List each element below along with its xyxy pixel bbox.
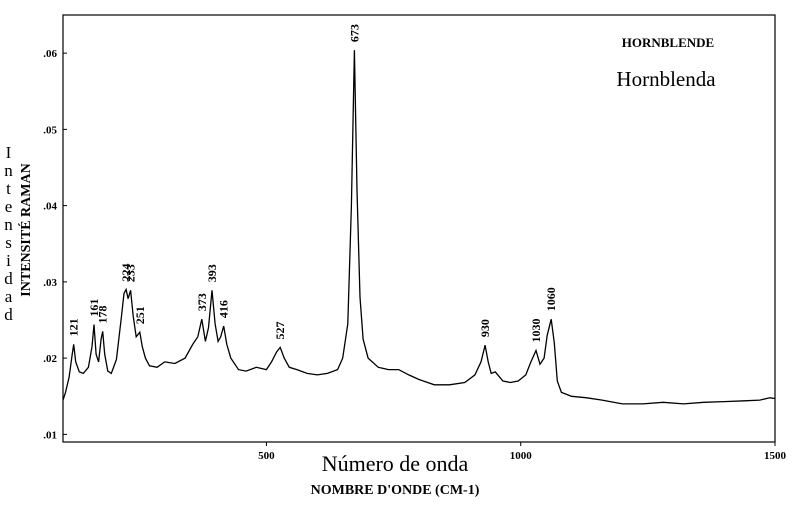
peak-label: 224: [119, 264, 133, 282]
peak-label: 161: [87, 299, 101, 317]
spectrum-line: [62, 50, 776, 405]
peak-label: 233: [124, 264, 138, 282]
y-tick-label: .06: [43, 48, 57, 60]
peak-label: 527: [273, 321, 287, 339]
y-tick-label: .05: [43, 124, 57, 136]
peak-label: 416: [217, 300, 231, 318]
chart-title: HORNBLENDE: [622, 35, 714, 50]
y-axis-label-2: Intensidad: [0, 143, 18, 323]
peak-label: 251: [133, 306, 147, 324]
y-tick-label: .02: [43, 353, 57, 365]
peak-label: 673: [347, 24, 361, 42]
y-axis-label: INTENSITÉ RAMAN: [17, 163, 34, 296]
y-tick-label: .01: [43, 429, 57, 441]
peak-label: 393: [205, 264, 219, 282]
peak-label: 178: [96, 305, 110, 323]
x-axis-label: Número de onda: [322, 451, 469, 476]
plot-frame: [62, 14, 776, 443]
y-tick-label: .03: [43, 277, 57, 289]
x-tick-label: 500: [258, 450, 275, 462]
peak-label: 1060: [544, 287, 558, 311]
x-axis-label-2: NOMBRE D'ONDE (CM-1): [311, 483, 480, 498]
peak-label: 930: [478, 319, 492, 337]
peak-label: 373: [195, 293, 209, 311]
x-tick-label: 1000: [510, 450, 533, 462]
peak-label: 121: [67, 318, 81, 336]
peak-label: 1030: [529, 319, 543, 343]
y-tick-label: .04: [43, 201, 57, 213]
x-tick-label: 1500: [764, 450, 787, 462]
chart-subtitle: Hornblenda: [616, 67, 716, 91]
